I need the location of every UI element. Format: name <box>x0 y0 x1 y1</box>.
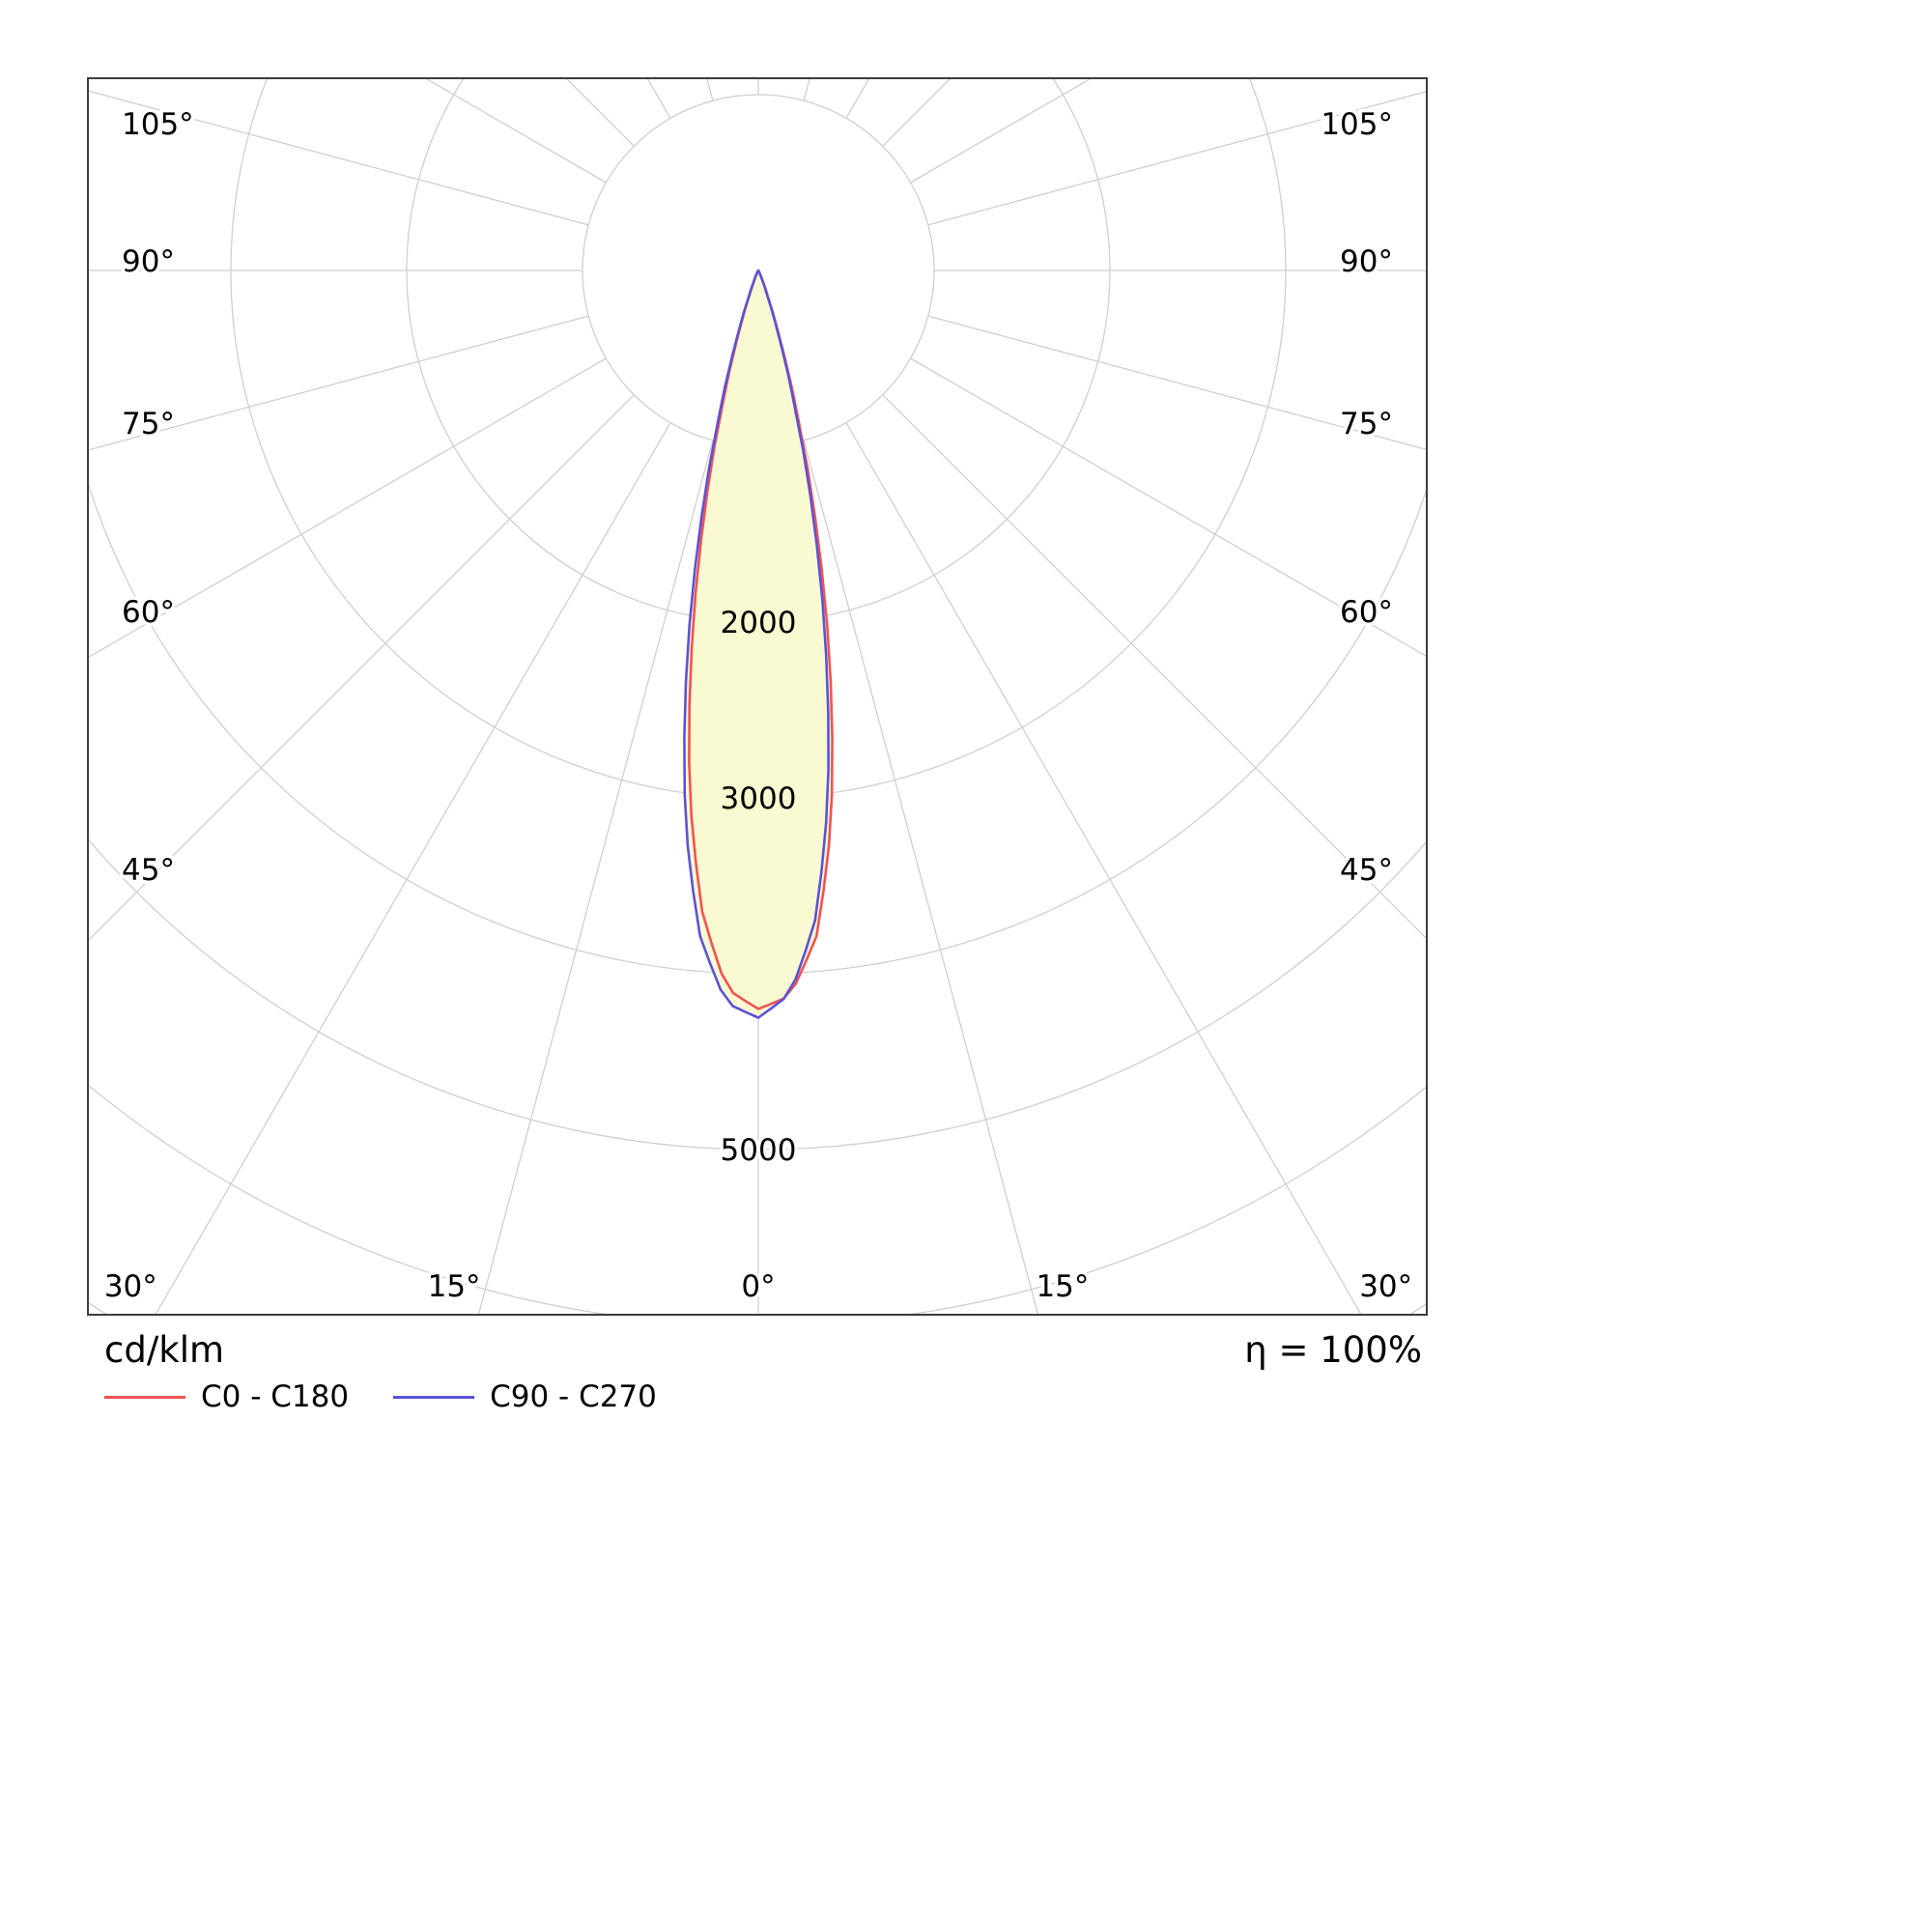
angle-label-right-90: 90° <box>1340 244 1393 279</box>
legend-label-c0-c180: C0 - C180 <box>201 1379 350 1414</box>
legend-item-c0-c180: C0 - C180 <box>104 1379 349 1414</box>
angle-label-bottom-2-0: 0° <box>741 1269 775 1304</box>
angle-label-left-45: 45° <box>122 853 175 888</box>
polar-plot-frame: 2000 3000 5000 105° 105° 90° 90° 75° 75° 60° 60° 45… <box>87 77 1428 1316</box>
ring-label-5000: 5000 <box>721 1133 797 1168</box>
angle-label-left-60: 60° <box>122 595 175 630</box>
ring-value-labels: 2000 3000 5000 <box>717 606 800 1172</box>
chart-legend: C0 - C180 C90 - C270 <box>104 1379 657 1414</box>
angle-label-right-75: 75° <box>1340 407 1393 441</box>
angle-label-bottom-4-30: 30° <box>1359 1269 1412 1304</box>
curve-C90-C270 <box>683 269 830 1019</box>
efficiency-value: η = 100% <box>1244 1329 1422 1371</box>
angle-label-left-90: 90° <box>122 244 175 279</box>
angle-label-left-105: 105° <box>122 107 194 142</box>
angle-label-bottom-3-15: 15° <box>1036 1269 1089 1304</box>
angle-labels: 105° 105° 90° 90° 75° 75° 60° 60° 45° 45° 30° 15° 0°… <box>100 104 1415 1308</box>
angle-label-right-105: 105° <box>1321 107 1393 142</box>
ring-label-3000: 3000 <box>721 781 797 816</box>
c0-c180-line-swatch <box>104 1395 185 1399</box>
angle-label-bottom-1-15: 15° <box>428 1269 481 1304</box>
chart-footer: cd/klm η = 100% <box>87 1329 1428 1371</box>
polar-intensity-diagram: 2000 3000 5000 105° 105° 90° 90° 75° 75° 60° 60° 45… <box>87 77 1428 1316</box>
unit-label: cd/klm <box>104 1329 225 1371</box>
legend-label-c90-c270: C90 - C270 <box>490 1379 657 1414</box>
angle-label-bottom-0-30: 30° <box>104 1269 157 1304</box>
angle-label-right-45: 45° <box>1340 853 1393 888</box>
angle-label-right-60: 60° <box>1340 595 1393 630</box>
angle-label-left-75: 75° <box>122 407 175 441</box>
intensity-curves <box>683 269 834 1019</box>
legend-item-c90-c270: C90 - C270 <box>393 1379 657 1414</box>
ring-label-2000: 2000 <box>721 606 797 640</box>
c90-c270-line-swatch <box>393 1395 475 1399</box>
